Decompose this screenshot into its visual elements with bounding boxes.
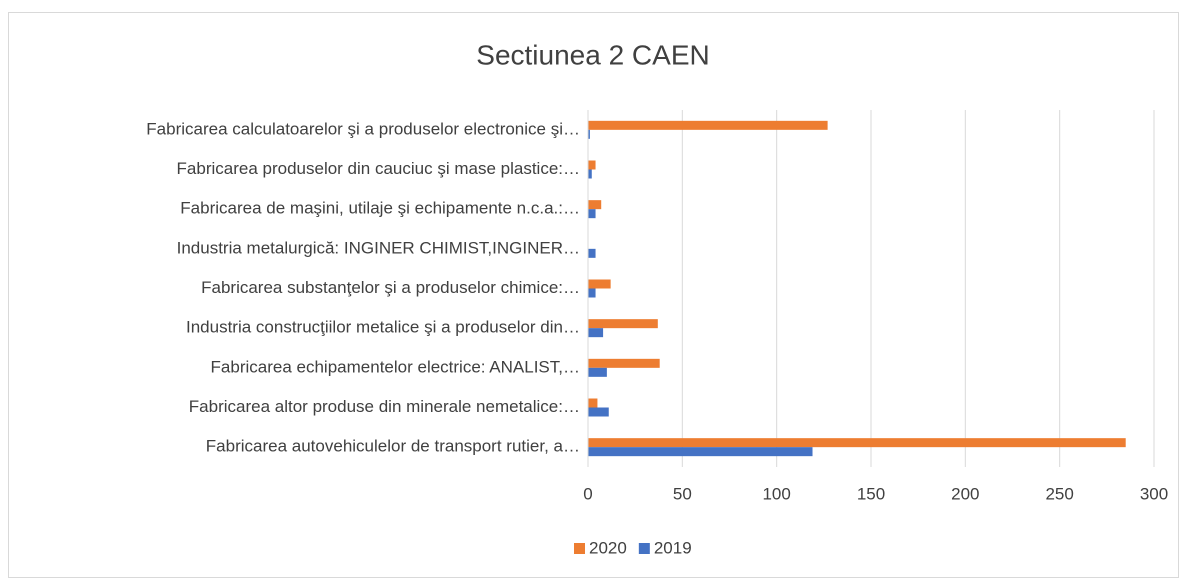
bar: [588, 279, 611, 289]
y-tick-label: Industria construcţiilor metalice şi a p…: [186, 318, 580, 337]
y-tick-label: Fabricarea de maşini, utilaje şi echipam…: [180, 199, 580, 218]
bar: [588, 398, 598, 408]
bar: [588, 120, 828, 130]
bar: [588, 319, 658, 329]
bar: [588, 367, 607, 377]
bar: [588, 248, 596, 258]
x-tick-label: 0: [583, 484, 592, 503]
legend-swatch: [638, 543, 650, 554]
x-tick-label: 100: [762, 484, 790, 503]
x-tick-label: 200: [951, 484, 979, 503]
bar: [588, 160, 596, 170]
y-tick-label: Fabricarea produselor din cauciuc şi mas…: [177, 159, 580, 178]
y-tick-label: Fabricarea autovehiculelor de transport …: [206, 437, 580, 456]
y-tick-label: Fabricarea calculatoarelor şi a produsel…: [146, 119, 580, 138]
bar: [588, 438, 1126, 448]
x-tick-label: 50: [673, 484, 692, 503]
x-tick-label: 300: [1140, 484, 1168, 503]
legend-label: 2020: [589, 538, 627, 557]
bar: [588, 328, 604, 338]
chart-title: Sectiunea 2 CAEN: [476, 39, 709, 70]
bar: [588, 288, 596, 298]
y-tick-label: Fabricarea echipamentelor electrice: ANA…: [211, 357, 580, 376]
y-tick-label: Industria metalurgică: INGINER CHIMIST,I…: [177, 238, 580, 257]
legend-label: 2019: [654, 538, 692, 557]
bar: [588, 407, 609, 417]
y-tick-label: Fabricarea altor produse din minerale ne…: [189, 397, 580, 416]
x-tick-label: 250: [1045, 484, 1073, 503]
bar: [588, 129, 590, 139]
bar: [588, 169, 592, 179]
bar: [588, 447, 813, 457]
x-tick-label: 150: [857, 484, 885, 503]
bar: [588, 358, 660, 368]
legend-swatch: [574, 543, 585, 554]
bar: [588, 200, 602, 210]
y-tick-label: Fabricarea substanţelor şi a produselor …: [201, 278, 580, 297]
bar: [588, 209, 596, 219]
